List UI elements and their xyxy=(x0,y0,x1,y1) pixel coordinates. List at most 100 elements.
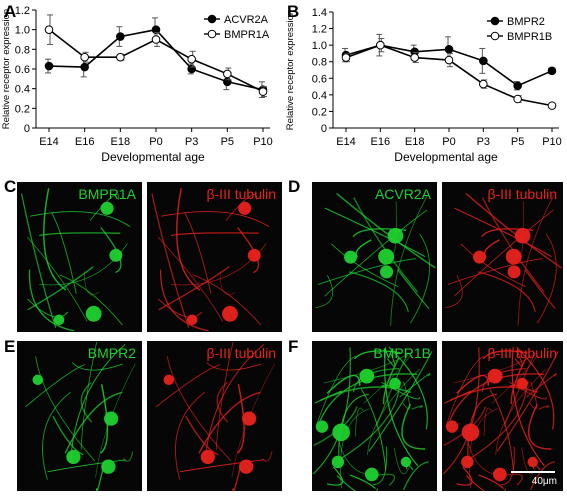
micrograph-label-e-green: BMPR2 xyxy=(87,345,136,361)
cell-body xyxy=(100,201,114,215)
charta-y-tick-label: 0 xyxy=(24,123,30,135)
neurite xyxy=(393,447,409,475)
cell-body xyxy=(505,248,522,265)
neurite xyxy=(353,197,419,293)
neurite xyxy=(483,407,493,437)
micrograph-label-c-red: β-III tubulin xyxy=(206,186,276,202)
neurite xyxy=(192,274,262,326)
chartb-legend-label: BMPR2 xyxy=(507,16,545,28)
neurite xyxy=(225,194,258,221)
charta-point-acvr2a xyxy=(187,64,196,74)
cell-body xyxy=(53,314,65,326)
cell-body xyxy=(101,459,116,474)
charta-y-axis-label: Relative receptor expression xyxy=(1,9,12,129)
cell-body xyxy=(378,248,395,265)
cell-body xyxy=(527,456,538,468)
neurite xyxy=(89,194,120,221)
neurite xyxy=(80,381,93,423)
neurite xyxy=(59,274,123,326)
panel-label-d: D xyxy=(288,177,301,196)
neurite xyxy=(95,465,105,491)
chartb-x-tick-label: E18 xyxy=(405,136,425,148)
charta-y-tick-label: 1.0 xyxy=(15,25,30,37)
neurite xyxy=(100,384,109,454)
neurite xyxy=(348,271,409,312)
neurite xyxy=(158,298,203,318)
neuron-image-e-red xyxy=(155,342,276,491)
cell-body xyxy=(242,411,257,426)
neurite xyxy=(166,356,232,462)
neurite xyxy=(42,391,71,480)
neurite xyxy=(538,405,550,410)
neurite xyxy=(206,362,262,371)
neurite xyxy=(80,342,97,450)
neuron-image-e-green xyxy=(25,342,136,491)
chartb-x-tick-label: P5 xyxy=(511,136,524,148)
neuron-image-f-green xyxy=(312,346,433,491)
micrograph-c-green: BMPR1A xyxy=(17,182,142,332)
scale-bar xyxy=(511,471,555,473)
neurite xyxy=(410,233,431,324)
micrograph-label-f-red: β-III tubulin xyxy=(487,345,557,361)
neurite xyxy=(519,201,525,255)
micrograph-label-d-green: ACVR2A xyxy=(374,186,431,202)
chartb-point-bmpr2 xyxy=(479,56,488,66)
neurite xyxy=(27,266,94,311)
neurite xyxy=(367,368,420,455)
neurite xyxy=(314,390,343,404)
chartb-x-tick-label: P3 xyxy=(477,136,490,148)
cell-body xyxy=(487,368,503,384)
charta-point-bmpr1a xyxy=(44,25,54,34)
neurite xyxy=(360,388,387,471)
charta-point-bmpr1a xyxy=(151,35,161,44)
chartb-y-tick-label: 0 xyxy=(321,123,327,135)
scale-bar-label: 40μm xyxy=(531,476,557,487)
panel-label-c: C xyxy=(4,177,17,196)
neurite xyxy=(323,352,409,384)
cell-body xyxy=(364,467,379,482)
neurite xyxy=(388,346,428,430)
chartb-point-bmpr1b xyxy=(513,94,522,104)
neurite xyxy=(401,403,426,450)
chartb-point-bmpr1b xyxy=(376,40,385,50)
neurite xyxy=(478,474,504,489)
neurite xyxy=(516,346,555,430)
cell-body xyxy=(400,456,412,468)
cell-body xyxy=(239,459,254,474)
cell-body xyxy=(315,420,329,433)
neurite xyxy=(179,459,265,473)
charta-x-tick-label: P10 xyxy=(253,136,273,148)
cell-body xyxy=(380,265,394,279)
charta-y-tick-label: 0.4 xyxy=(15,84,30,96)
cell-body xyxy=(472,250,486,264)
neurite xyxy=(466,386,528,461)
cell-body xyxy=(104,411,119,426)
cell-body xyxy=(238,201,252,215)
cell-body xyxy=(344,250,358,264)
micrograph-e-green: BMPR2 xyxy=(17,341,142,491)
chartb-y-axis-label: Relative receptor expression xyxy=(285,10,296,130)
charta-x-tick-label: P5 xyxy=(221,136,234,148)
chartb-x-tick-label: E16 xyxy=(371,136,391,148)
neurite xyxy=(123,451,134,462)
chartb-point-bmpr1b xyxy=(444,55,454,65)
neurite xyxy=(489,388,514,471)
cell-body xyxy=(247,248,261,262)
micrograph-d-red: β-III tubulin xyxy=(442,182,563,332)
chartb-point-bmpr2 xyxy=(513,81,522,91)
cell-body xyxy=(493,467,507,482)
micrograph-f-green: BMPR1B xyxy=(312,341,437,491)
neurite xyxy=(483,239,500,258)
neurite xyxy=(524,269,556,309)
chartb-legend-marker xyxy=(490,16,500,26)
neurite xyxy=(355,239,372,258)
neurite xyxy=(216,381,229,423)
cell-body xyxy=(32,374,43,386)
charta-x-axis-label: Developmental age xyxy=(101,150,205,164)
neurite xyxy=(157,236,224,322)
charta-point-acvr2a xyxy=(44,61,54,71)
neurite xyxy=(496,351,559,452)
charta-y-tick-label: 0.6 xyxy=(15,64,30,76)
neurite xyxy=(176,188,201,291)
neurite xyxy=(530,461,556,490)
